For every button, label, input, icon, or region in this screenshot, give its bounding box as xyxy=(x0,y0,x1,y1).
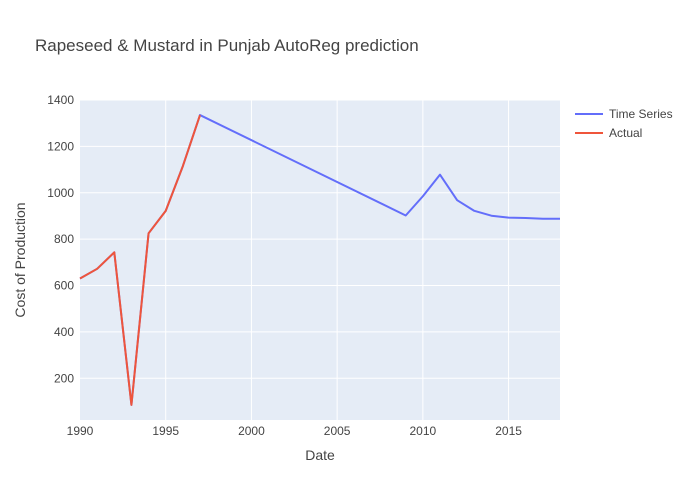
legend-item-actual[interactable]: Actual xyxy=(575,126,642,140)
x-tick-label: 2010 xyxy=(410,424,437,438)
y-tick-label: 600 xyxy=(54,279,74,293)
x-tick-label: 2015 xyxy=(495,424,522,438)
legend-item-time-series[interactable]: Time Series xyxy=(575,107,673,121)
legend[interactable]: Time Series Actual xyxy=(575,107,673,140)
y-tick-label: 1200 xyxy=(47,139,74,153)
y-tick-label: 200 xyxy=(54,371,74,385)
x-tick-label: 2005 xyxy=(324,424,351,438)
y-tick-labels: 200 400 600 800 1000 1200 1400 xyxy=(47,93,74,385)
x-tick-label: 1995 xyxy=(152,424,179,438)
x-tick-label: 2000 xyxy=(238,424,265,438)
x-axis-label: Date xyxy=(305,447,335,463)
x-gridlines xyxy=(165,100,510,420)
y-tick-label: 1400 xyxy=(47,93,74,107)
y-tick-label: 1000 xyxy=(47,186,74,200)
series-layer xyxy=(79,114,560,406)
x-tick-label: 1990 xyxy=(67,424,94,438)
y-gridlines xyxy=(80,99,560,379)
y-tick-label: 400 xyxy=(54,325,74,339)
x-tick-labels: 1990 1995 2000 2005 2010 2015 xyxy=(67,424,523,438)
y-axis-label: Cost of Production xyxy=(12,202,28,317)
chart-title: Rapeseed & Mustard in Punjab AutoReg pre… xyxy=(35,36,419,55)
plot-area xyxy=(80,100,560,420)
y-tick-label: 800 xyxy=(54,232,74,246)
series-line-actual xyxy=(79,114,201,406)
legend-label: Time Series xyxy=(609,107,673,121)
legend-label: Actual xyxy=(609,126,642,140)
